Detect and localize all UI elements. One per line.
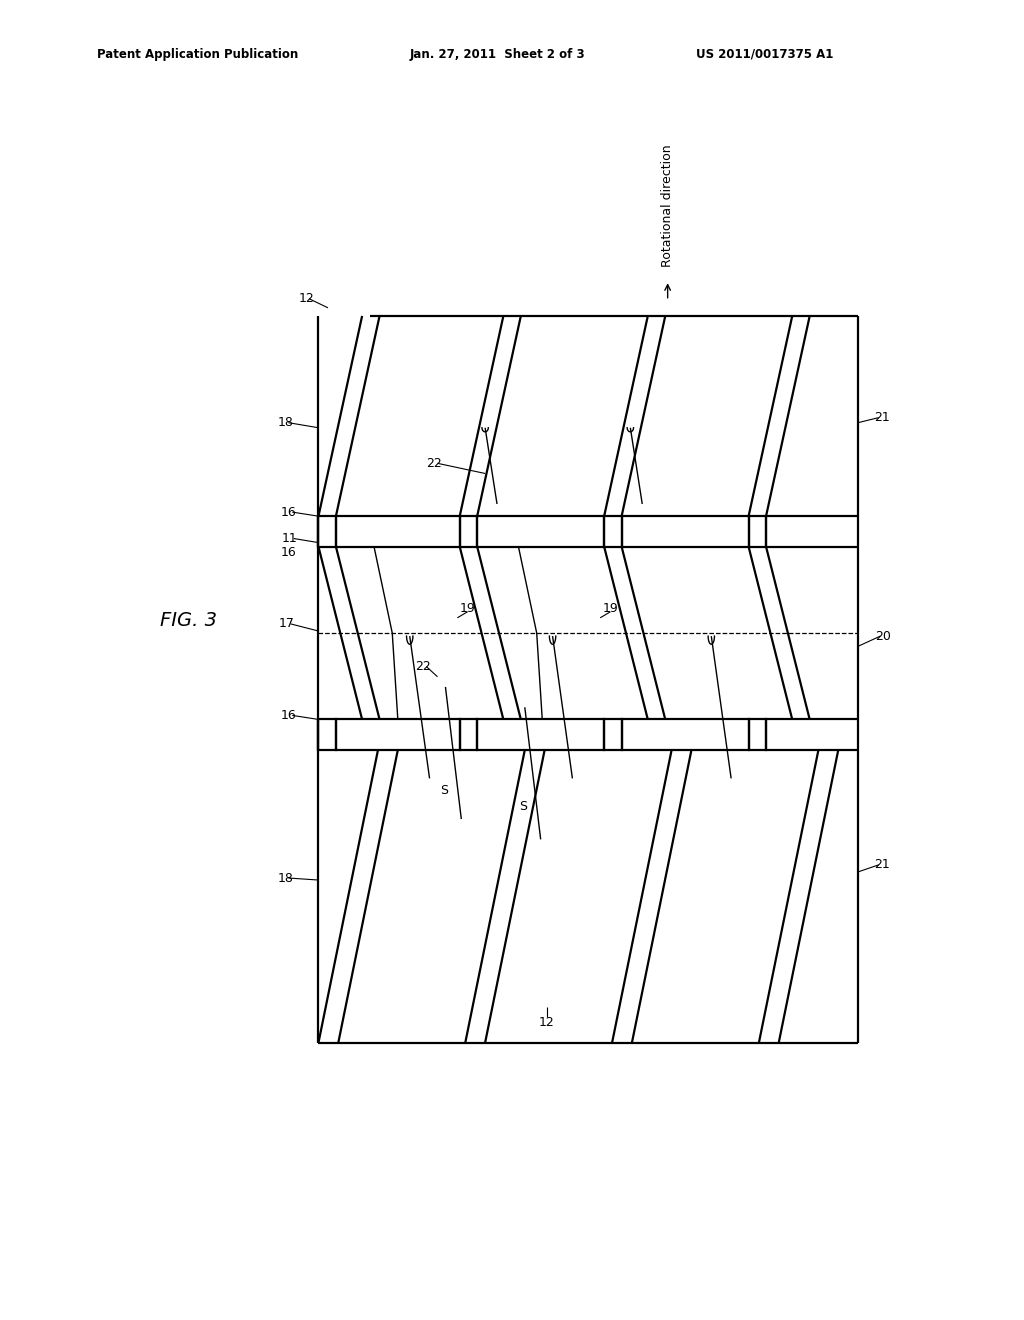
Text: 16: 16	[281, 546, 296, 560]
Text: 17: 17	[279, 618, 295, 631]
Text: 21: 21	[874, 858, 890, 871]
Text: 16: 16	[281, 506, 296, 519]
Text: 12: 12	[299, 292, 314, 305]
Text: FIG. 3: FIG. 3	[160, 611, 217, 631]
Text: S: S	[440, 784, 447, 797]
Text: 22: 22	[416, 660, 431, 673]
Text: 19: 19	[603, 602, 618, 615]
Text: 18: 18	[278, 416, 293, 429]
Text: 21: 21	[874, 411, 890, 424]
Text: Jan. 27, 2011  Sheet 2 of 3: Jan. 27, 2011 Sheet 2 of 3	[410, 48, 586, 61]
Text: 19: 19	[460, 602, 475, 615]
Text: 16: 16	[281, 709, 296, 722]
Text: 18: 18	[278, 871, 293, 884]
Text: Patent Application Publication: Patent Application Publication	[97, 48, 299, 61]
Text: 11: 11	[282, 532, 298, 545]
Text: 12: 12	[540, 1016, 555, 1028]
Text: 22: 22	[426, 457, 442, 470]
Text: Rotational direction: Rotational direction	[662, 144, 674, 267]
Text: S: S	[519, 800, 527, 813]
Text: 20: 20	[876, 630, 892, 643]
Text: US 2011/0017375 A1: US 2011/0017375 A1	[696, 48, 834, 61]
